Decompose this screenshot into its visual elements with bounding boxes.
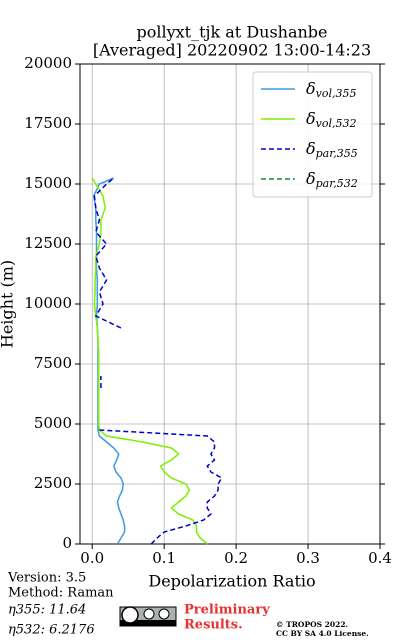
legend-label: δvol,532 — [306, 109, 357, 131]
y-tick-label: 12500 — [24, 234, 72, 252]
y-tick-label: 2500 — [34, 474, 72, 492]
x-tick-label: 0.3 — [296, 549, 320, 567]
legend-label: δvol,355 — [306, 79, 357, 101]
copyright: © TROPOS 2022. — [276, 620, 348, 629]
y-tick-label: 10000 — [24, 294, 72, 312]
y-axis-label: Height (m) — [0, 260, 17, 348]
y-tick-label: 15000 — [24, 174, 72, 192]
x-tick-label: 0.4 — [368, 549, 392, 567]
y-tick-label: 5000 — [34, 414, 72, 432]
eta355: η355: 11.64 — [8, 603, 86, 618]
x-axis-label: Depolarization Ratio — [148, 572, 315, 591]
plot-frame — [79, 63, 381, 545]
preliminary: Results. — [184, 618, 243, 633]
legend: δvol,355 δvol,532 δpar,355 δpar,532 — [252, 71, 373, 198]
preliminary: Preliminary — [184, 603, 270, 618]
x-tick-label: 0.2 — [224, 549, 248, 567]
series-line — [93, 177, 223, 545]
legend-label: δpar,355 — [306, 139, 358, 161]
x-tick-label: 0.1 — [152, 549, 176, 567]
y-tick-label: 20000 — [24, 54, 72, 72]
eta532: η532: 6.2176 — [8, 623, 95, 638]
series-line — [91, 177, 208, 545]
x-tick-label: 0.0 — [80, 549, 104, 567]
y-tick-label: 0 — [62, 534, 72, 552]
legend-box — [252, 71, 373, 198]
cc-icon — [119, 606, 177, 627]
legend-label: δpar,532 — [306, 169, 358, 191]
chart-subtitle: [Averaged] 20220902 13:00-14:23 — [93, 41, 371, 60]
chart-title: pollyxt_tjk at Dushanbe — [136, 23, 327, 42]
method: Method: Raman — [8, 586, 114, 601]
y-tick-label: 7500 — [34, 354, 72, 372]
y-tick-label: 17500 — [24, 114, 72, 132]
version: Version: 3.5 — [7, 571, 86, 586]
copyright: CC BY SA 4.0 License. — [276, 629, 369, 638]
